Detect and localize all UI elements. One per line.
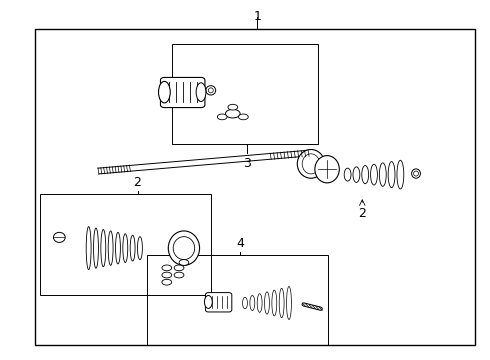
Bar — [40, 194, 211, 295]
Ellipse shape — [123, 234, 128, 262]
Ellipse shape — [116, 232, 121, 264]
Ellipse shape — [159, 81, 170, 103]
Ellipse shape — [370, 164, 377, 185]
Bar — [35, 30, 475, 345]
Ellipse shape — [196, 83, 206, 102]
Text: 4: 4 — [236, 237, 244, 250]
Ellipse shape — [162, 265, 172, 271]
Ellipse shape — [53, 232, 65, 242]
Ellipse shape — [287, 287, 292, 319]
Ellipse shape — [265, 292, 270, 314]
Ellipse shape — [257, 294, 262, 312]
Ellipse shape — [218, 114, 227, 120]
Ellipse shape — [228, 104, 238, 110]
Ellipse shape — [297, 149, 325, 178]
Ellipse shape — [130, 235, 135, 261]
Ellipse shape — [272, 290, 277, 316]
Ellipse shape — [162, 272, 172, 278]
Ellipse shape — [204, 296, 212, 309]
Ellipse shape — [243, 297, 247, 309]
Ellipse shape — [206, 86, 216, 95]
FancyBboxPatch shape — [205, 293, 232, 312]
Ellipse shape — [279, 288, 284, 318]
Ellipse shape — [86, 226, 91, 270]
Ellipse shape — [94, 228, 98, 268]
Ellipse shape — [101, 229, 106, 267]
Ellipse shape — [315, 156, 339, 183]
Ellipse shape — [388, 162, 395, 188]
Ellipse shape — [414, 171, 418, 176]
Bar — [147, 255, 328, 345]
Text: 2: 2 — [134, 176, 142, 189]
Ellipse shape — [174, 265, 184, 271]
Ellipse shape — [239, 114, 248, 120]
Ellipse shape — [162, 279, 172, 285]
Ellipse shape — [225, 109, 240, 118]
Ellipse shape — [412, 169, 420, 178]
Ellipse shape — [168, 231, 199, 265]
Text: 2: 2 — [358, 207, 366, 220]
Bar — [172, 44, 318, 144]
Ellipse shape — [379, 163, 386, 186]
Ellipse shape — [174, 272, 184, 278]
Ellipse shape — [353, 167, 360, 183]
Ellipse shape — [138, 237, 143, 260]
Ellipse shape — [179, 260, 189, 265]
Ellipse shape — [302, 154, 320, 174]
FancyBboxPatch shape — [160, 77, 205, 108]
Ellipse shape — [397, 160, 404, 189]
Ellipse shape — [250, 296, 255, 311]
Ellipse shape — [208, 88, 213, 93]
Ellipse shape — [362, 166, 368, 184]
Text: 3: 3 — [244, 157, 251, 170]
Text: 1: 1 — [253, 10, 261, 23]
Ellipse shape — [344, 168, 351, 181]
Ellipse shape — [173, 237, 195, 260]
Ellipse shape — [108, 231, 113, 265]
